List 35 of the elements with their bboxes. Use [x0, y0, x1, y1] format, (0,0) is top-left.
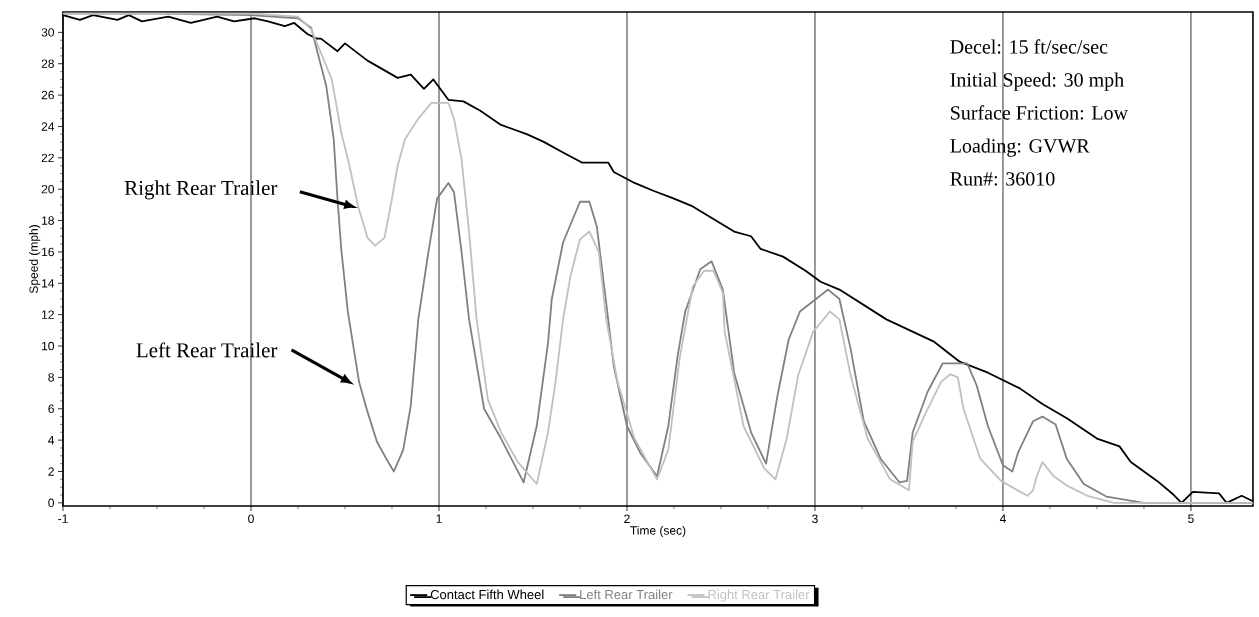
y-tick-label: 16	[42, 247, 54, 257]
y-tick-label: 0	[48, 498, 55, 508]
annotation: Run#: 36010	[950, 172, 1055, 186]
y-tick-label: 22	[41, 153, 54, 163]
annotation: Right Rear Trailer	[124, 180, 278, 200]
annotation: Left Rear Trailer	[136, 342, 278, 358]
y-tick-label: 10	[42, 341, 55, 351]
y-tick-label: 8	[48, 373, 54, 382]
x-axis-title: Time (sec)	[630, 525, 686, 538]
y-tick-label: 20	[41, 184, 55, 194]
y-tick-label: 14	[42, 279, 55, 288]
y-tick-label: 4	[48, 436, 55, 445]
y-tick-label: 12	[42, 310, 54, 319]
annotation: Loading: GVWR	[950, 138, 1090, 157]
x-tick-label: 1	[436, 514, 442, 523]
legend-label: Left Rear Trailer	[580, 589, 673, 600]
x-tick-label: 0	[248, 514, 254, 524]
y-tick-label: 28	[41, 59, 54, 68]
x-tick-label: -1	[58, 514, 68, 523]
annotation: Surface Friction: Low	[951, 105, 1128, 120]
x-tick-label: 5	[1188, 514, 1194, 523]
annotation: Decel: 15 ft/sec/sec	[950, 39, 1108, 54]
x-tick-label: 4	[999, 514, 1006, 523]
y-tick-label: 2	[48, 467, 54, 476]
y-tick-label: 18	[42, 216, 54, 225]
annotation: Initial Speed: 30 mph	[950, 72, 1124, 91]
legend-label: Right Rear Trailer	[708, 589, 810, 602]
y-tick-label: 26	[41, 90, 54, 100]
y-tick-label: 6	[48, 404, 54, 413]
y-tick-label: 24	[41, 122, 55, 131]
y-tick-label: 30	[41, 28, 55, 37]
x-tick-label: 2	[624, 514, 630, 523]
legend-label: Contact Fifth Wheel	[430, 589, 544, 600]
x-tick-label: 3	[812, 514, 818, 524]
y-axis-title: Speed (mph)	[29, 225, 41, 294]
